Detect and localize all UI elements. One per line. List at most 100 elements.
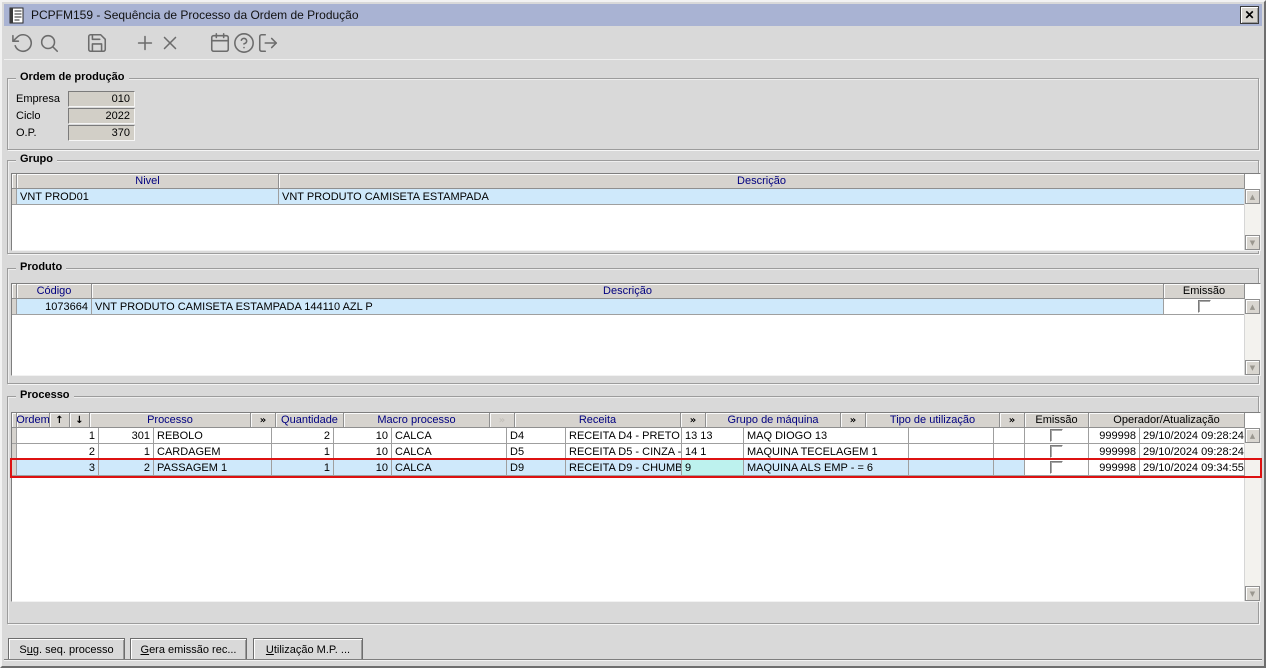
button-label-part: g. seq. processo xyxy=(32,644,114,656)
col-header-descricao[interactable]: Descrição xyxy=(92,284,1164,299)
cell-grupo-maquina: MAQ DIOGO 13 xyxy=(744,428,909,444)
cell-operador: 999998 xyxy=(1089,428,1140,444)
emissao-checkbox[interactable] xyxy=(1050,461,1063,474)
title-bar[interactable]: PCPFM159 - Sequência de Processo da Orde… xyxy=(4,4,1262,26)
delete-icon[interactable] xyxy=(159,32,181,54)
col-header-operador-atualizacao[interactable]: Operador/Atualização xyxy=(1089,413,1245,428)
cell-macro-codigo: 10 xyxy=(334,460,392,476)
cell-macro-processo: CALCA xyxy=(392,444,507,460)
table-row[interactable]: 1 301 REBOLO 2 10 CALCA D4 RECEITA D4 - … xyxy=(12,428,1260,444)
row-indicator xyxy=(12,299,17,315)
scroll-up-icon[interactable]: ▲ xyxy=(1245,299,1260,314)
undo-icon[interactable] xyxy=(12,32,34,54)
chevron-lookup-icon[interactable]: » xyxy=(1000,413,1025,428)
cell-atualizacao: 29/10/2024 09:28:24 xyxy=(1140,428,1245,444)
row-indicator xyxy=(12,444,17,460)
op-field[interactable]: 370 xyxy=(68,125,135,141)
col-header-processo[interactable]: Processo xyxy=(90,413,251,428)
scroll-down-icon[interactable]: ▼ xyxy=(1245,586,1260,601)
table-row[interactable]: 2 1 CARDAGEM 1 10 CALCA D5 RECEITA D5 - … xyxy=(12,444,1260,460)
button-label-accel: u xyxy=(26,644,33,656)
col-header-nivel[interactable]: Nivel xyxy=(17,174,279,189)
cell-grupo-maquina: MAQUINA TECELAGEM 1 xyxy=(744,444,909,460)
groupbox-title: Grupo xyxy=(16,153,57,165)
col-header-emissao[interactable]: Emissão xyxy=(1164,284,1245,299)
scroll-up-icon[interactable]: ▲ xyxy=(1245,428,1260,443)
header-indicator xyxy=(12,413,17,428)
cell-operador: 999998 xyxy=(1089,444,1140,460)
search-icon[interactable] xyxy=(38,32,60,54)
emissao-checkbox[interactable] xyxy=(1197,300,1211,313)
cell-processo-codigo: 1 xyxy=(99,444,154,460)
groupbox-title: Ordem de produção xyxy=(16,71,129,83)
table-row[interactable]: VNT PROD01 VNT PRODUTO CAMISETA ESTAMPAD… xyxy=(12,189,1260,205)
empresa-field[interactable]: 010 xyxy=(68,91,135,107)
grupo-table-header: Nivel Descrição xyxy=(12,174,1260,189)
cell-macro-codigo: 10 xyxy=(334,444,392,460)
help-icon[interactable] xyxy=(233,32,255,54)
cell-processo: CARDAGEM xyxy=(154,444,272,460)
row-indicator xyxy=(12,428,17,444)
cell-grupo-maq-codigo: 14 1 xyxy=(682,444,744,460)
col-header-ordem[interactable]: Ordem xyxy=(17,413,50,428)
cell-processo-codigo: 301 xyxy=(99,428,154,444)
chevron-lookup-icon[interactable]: » xyxy=(681,413,706,428)
ciclo-label: Ciclo xyxy=(16,110,41,122)
chevron-lookup-icon[interactable]: » xyxy=(841,413,866,428)
chevron-lookup-icon[interactable]: » xyxy=(251,413,276,428)
emissao-checkbox[interactable] xyxy=(1050,445,1063,458)
close-icon: ✕ xyxy=(1244,8,1255,22)
col-header-receita[interactable]: Receita xyxy=(515,413,681,428)
grupo-scrollbar[interactable]: ▲ ▼ xyxy=(1244,189,1260,250)
table-row-selected[interactable]: 3 2 PASSAGEM 1 1 10 CALCA D9 RECEITA D9 … xyxy=(12,460,1260,476)
cell-operador: 999998 xyxy=(1089,460,1140,476)
close-button[interactable]: ✕ xyxy=(1240,6,1259,24)
cell-tipo-utilizacao-cod xyxy=(994,444,1025,460)
add-icon[interactable] xyxy=(134,32,156,54)
col-header-grupo-maquina[interactable]: Grupo de máquina xyxy=(706,413,841,428)
scroll-down-icon[interactable]: ▼ xyxy=(1245,360,1260,375)
button-label-part: era emissão rec... xyxy=(149,644,237,656)
cell-nivel: VNT PROD01 xyxy=(17,189,279,205)
button-label-accel: G xyxy=(140,644,150,656)
col-header-macro-processo[interactable]: Macro processo xyxy=(344,413,490,428)
chevron-lookup-disabled-icon: » xyxy=(490,413,515,428)
processo-scrollbar[interactable]: ▲ ▼ xyxy=(1244,428,1260,601)
table-row[interactable]: 1073664 VNT PRODUTO CAMISETA ESTAMPADA 1… xyxy=(12,299,1260,315)
ciclo-field[interactable]: 2022 xyxy=(68,108,135,124)
col-header-descricao[interactable]: Descrição xyxy=(279,174,1245,189)
exit-icon[interactable] xyxy=(257,32,279,54)
scroll-up-icon[interactable]: ▲ xyxy=(1245,189,1260,204)
cell-processo: PASSAGEM 1 xyxy=(154,460,272,476)
produto-table: Código Descrição Emissão 1073664 VNT PRO… xyxy=(11,283,1261,376)
cell-codigo: 1073664 xyxy=(17,299,92,315)
cell-emissao xyxy=(1025,428,1089,444)
grupo-table: Nivel Descrição VNT PROD01 VNT PRODUTO C… xyxy=(11,173,1261,251)
cell-emissao xyxy=(1025,444,1089,460)
produto-scrollbar[interactable]: ▲ ▼ xyxy=(1244,299,1260,375)
calendar-icon[interactable] xyxy=(209,32,231,54)
groupbox-processo: Processo Ordem ↑ ↓ Processo » Quantidade… xyxy=(7,389,1261,624)
cell-atualizacao: 29/10/2024 09:34:55 xyxy=(1140,460,1245,476)
groupbox-produto: Produto Código Descrição Emissão 1073664… xyxy=(7,261,1261,384)
status-strip xyxy=(4,659,1262,664)
save-icon[interactable] xyxy=(86,32,108,54)
move-down-icon[interactable]: ↓ xyxy=(70,413,90,428)
col-header-emissao[interactable]: Emissão xyxy=(1025,413,1089,428)
processo-table-header: Ordem ↑ ↓ Processo » Quantidade Macro pr… xyxy=(12,413,1260,428)
col-header-codigo[interactable]: Código xyxy=(17,284,92,299)
cell-quantidade: 1 xyxy=(272,444,334,460)
cell-ordem: 3 xyxy=(17,460,99,476)
col-header-tipo-utilizacao[interactable]: Tipo de utilização xyxy=(866,413,1000,428)
col-header-quantidade[interactable]: Quantidade xyxy=(276,413,344,428)
cell-receita: RECEITA D9 - CHUMBO - xyxy=(566,460,682,476)
cell-processo: REBOLO xyxy=(154,428,272,444)
emissao-checkbox[interactable] xyxy=(1050,429,1063,442)
cell-quantidade: 2 xyxy=(272,428,334,444)
cell-grupo-maq-codigo: 9 xyxy=(682,460,744,476)
cell-macro-codigo: 10 xyxy=(334,428,392,444)
scroll-down-icon[interactable]: ▼ xyxy=(1245,235,1260,250)
move-up-icon[interactable]: ↑ xyxy=(50,413,70,428)
window-title: PCPFM159 - Sequência de Processo da Orde… xyxy=(31,8,359,22)
